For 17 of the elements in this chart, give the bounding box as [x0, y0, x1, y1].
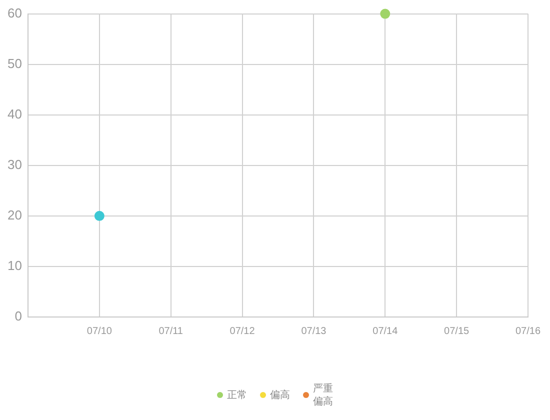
y-tick-label: 30 — [8, 156, 22, 172]
x-tick-label: 07/15 — [444, 326, 470, 337]
x-tick-label: 07/13 — [301, 326, 327, 337]
y-tick-label: 10 — [8, 258, 22, 274]
y-tick-label: 20 — [8, 208, 22, 223]
x-tick-label: 07/11 — [158, 326, 184, 337]
legend-label: 正常 — [227, 388, 247, 401]
x-tick-label: 07/12 — [230, 326, 256, 337]
x-tick-label: 07/14 — [372, 326, 398, 337]
x-tick-label: 07/16 — [515, 326, 541, 337]
y-tick-label: 60 — [8, 5, 22, 20]
legend-label: 严重偏高 — [313, 382, 333, 408]
x-tick-label: 07/10 — [86, 326, 112, 337]
y-tick-label: 40 — [8, 106, 22, 122]
y-tick-label: 50 — [8, 56, 22, 71]
y-tick-label: 0 — [14, 308, 22, 324]
legend-label: 偏高 — [270, 388, 290, 401]
